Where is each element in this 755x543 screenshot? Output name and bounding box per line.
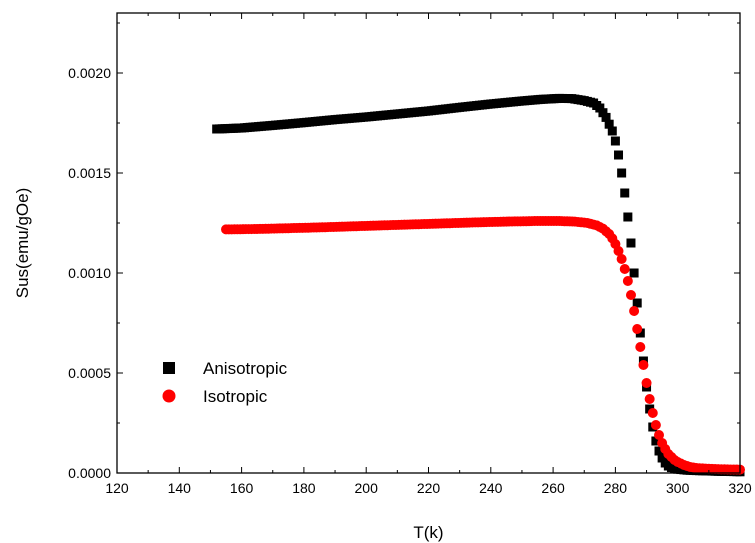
- x-axis-title: T(k): [413, 523, 443, 542]
- x-tick-label: 180: [292, 480, 316, 496]
- y-tick-label: 0.0015: [68, 165, 111, 181]
- x-tick-label: 200: [355, 480, 379, 496]
- data-point: [619, 264, 630, 274]
- data-point: [632, 324, 643, 334]
- x-tick-label: 240: [479, 480, 503, 496]
- data-point: [629, 306, 640, 316]
- y-tick-label: 0.0000: [68, 465, 111, 481]
- legend: Anisotropic Isotropic: [162, 359, 288, 406]
- data-point: [613, 246, 624, 256]
- legend-swatch: [162, 389, 176, 403]
- x-tick-label: 300: [666, 480, 690, 496]
- legend-label: Isotropic: [203, 387, 268, 406]
- x-tick-label: 120: [105, 480, 129, 496]
- data-point: [601, 112, 611, 122]
- data-point: [598, 108, 608, 118]
- y-tick-label: 0.0010: [68, 265, 111, 281]
- data-point: [626, 238, 636, 248]
- data-point: [651, 436, 661, 446]
- plot-marks: [212, 93, 745, 477]
- data-point: [635, 328, 645, 338]
- x-tick-label: 280: [604, 480, 628, 496]
- x-tick-label: 220: [417, 480, 441, 496]
- data-point: [625, 290, 636, 300]
- data-point: [616, 254, 627, 264]
- data-point: [622, 276, 633, 286]
- x-tick-label: 320: [728, 480, 752, 496]
- x-tick-label: 260: [541, 480, 565, 496]
- y-tick-label: 0.0005: [68, 365, 111, 381]
- legend-label: Anisotropic: [203, 359, 288, 378]
- data-point: [657, 453, 667, 463]
- data-point: [654, 430, 665, 440]
- data-point: [645, 404, 655, 414]
- data-point: [654, 446, 664, 456]
- data-point: [647, 408, 658, 418]
- y-tick-label: 0.0020: [68, 65, 111, 81]
- legend-swatch: [163, 362, 175, 374]
- data-point: [595, 103, 605, 113]
- data-point: [650, 420, 661, 430]
- y-axis-title: Sus(emu/gOe): [13, 188, 32, 299]
- data-point: [641, 378, 652, 388]
- x-tick-label: 160: [230, 480, 254, 496]
- data-point: [614, 150, 624, 160]
- series-anisotropic: [212, 93, 745, 477]
- data-point: [620, 188, 630, 198]
- data-point: [604, 119, 614, 129]
- data-point: [638, 360, 649, 370]
- legend-item-isotropic: Isotropic: [162, 387, 268, 406]
- axes: 120 140 160 180 200 220 240 260 280 300 320 0.0000 0…: [68, 13, 752, 496]
- data-point: [635, 342, 646, 352]
- legend-item-anisotropic: Anisotropic: [163, 359, 288, 378]
- data-point: [610, 136, 620, 146]
- series-isotropic: [221, 216, 745, 475]
- data-point: [617, 168, 627, 178]
- data-point: [629, 268, 639, 278]
- data-point: [623, 212, 633, 222]
- data-point: [632, 298, 642, 308]
- data-point: [644, 394, 655, 404]
- data-point: [607, 126, 617, 136]
- x-tick-label: 140: [168, 480, 192, 496]
